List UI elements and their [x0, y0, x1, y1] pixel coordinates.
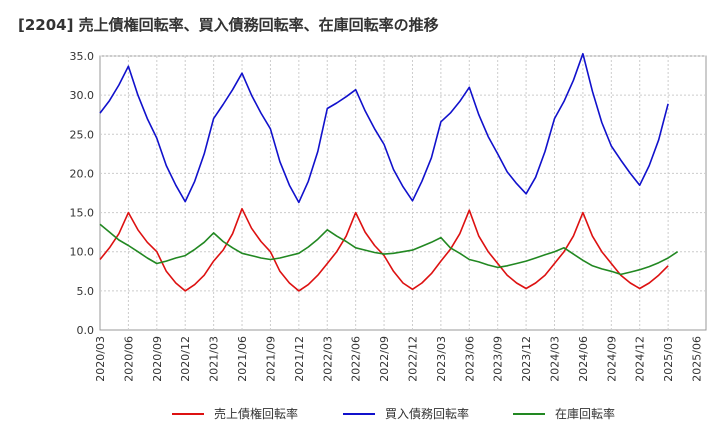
x-tick-label: 2022/03 — [321, 336, 334, 382]
x-tick-label: 2020/06 — [122, 336, 135, 382]
x-tick-label: 2020/12 — [179, 336, 192, 382]
y-tick-label: 25.0 — [70, 128, 95, 141]
series-line-3 — [99, 223, 679, 276]
legend-label: 在庫回転率 — [555, 406, 615, 421]
legend-label: 買入債務回転率 — [385, 406, 469, 421]
x-tick-label: 2023/12 — [520, 336, 533, 382]
x-tick-label: 2021/12 — [293, 336, 306, 382]
y-axis: 0.0 5.0 10.0 15.0 20.0 25.0 30.0 35.0 — [70, 50, 95, 337]
x-tick-label: 2023/03 — [435, 336, 448, 382]
plot-area — [99, 55, 707, 331]
x-tick-label: 2024/06 — [577, 336, 590, 382]
x-tick-label: 2023/06 — [463, 336, 476, 382]
x-tick-label: 2025/06 — [691, 336, 704, 382]
x-tick-label: 2021/09 — [264, 336, 277, 382]
x-tick-label: 2021/03 — [208, 336, 221, 382]
y-tick-label: 15.0 — [70, 207, 95, 220]
x-tick-label: 2024/03 — [549, 336, 562, 382]
x-tick-label: 2025/03 — [662, 336, 675, 382]
legend: 売上債権回転率 買入債務回転率 在庫回転率 — [172, 406, 615, 421]
y-tick-label: 0.0 — [77, 324, 95, 337]
x-tick-label: 2020/03 — [94, 336, 107, 382]
x-tick-label: 2022/12 — [406, 336, 419, 382]
x-axis: 2020/03 2020/06 2020/09 2020/12 2021/03 2021/… — [94, 336, 704, 382]
x-tick-label: 2022/09 — [378, 336, 391, 382]
y-tick-label: 10.0 — [70, 246, 95, 259]
x-tick-label: 2024/12 — [634, 336, 647, 382]
legend-label: 売上債権回転率 — [214, 406, 298, 421]
x-tick-label: 2022/06 — [350, 336, 363, 382]
chart-title: [2204] 売上債権回転率、買入債務回転率、在庫回転率の推移 — [18, 16, 439, 34]
y-tick-label: 20.0 — [70, 167, 95, 180]
series-lines — [99, 52, 679, 292]
x-tick-label: 2023/09 — [492, 336, 505, 382]
y-tick-label: 30.0 — [70, 89, 95, 102]
gridlines — [100, 55, 706, 330]
x-tick-label: 2024/09 — [605, 336, 618, 382]
x-tick-label: 2021/06 — [236, 336, 249, 382]
x-tick-label: 2020/09 — [151, 336, 164, 382]
y-tick-label: 35.0 — [70, 50, 95, 63]
series-line-1 — [99, 207, 669, 292]
series-line-2 — [99, 52, 669, 204]
y-tick-label: 5.0 — [77, 285, 95, 298]
